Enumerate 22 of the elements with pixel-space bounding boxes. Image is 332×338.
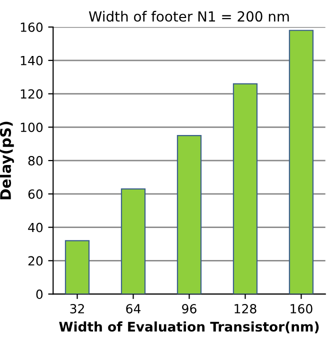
y-tick-label: 0 (36, 290, 43, 299)
x-tick-label: 64 (126, 304, 140, 314)
x-tick-label: 32 (70, 304, 84, 314)
bar (64, 240, 90, 294)
bar (176, 134, 202, 294)
x-tick-label: 160 (290, 304, 312, 314)
x-tick-label: 128 (234, 304, 256, 314)
x-tick-label: 96 (182, 304, 196, 314)
bar (232, 83, 258, 294)
bar (288, 30, 314, 294)
x-axis-title: Width of Evaluation Transistor(nm) (59, 321, 319, 334)
chart-title: Width of footer N1 = 200 nm (88, 10, 289, 22)
y-tick-label: 140 (20, 56, 43, 66)
y-tick-label: 20 (28, 256, 43, 266)
y-tick-label: 160 (20, 22, 43, 32)
y-tick-label: 40 (28, 222, 43, 232)
y-tick-label: 60 (28, 189, 43, 199)
y-tick-label: 120 (20, 89, 43, 99)
y-axis-title: Delay(pS) (0, 122, 14, 200)
bar (120, 188, 146, 294)
y-tick-label: 80 (28, 156, 43, 166)
y-tick-label: 100 (20, 122, 43, 132)
